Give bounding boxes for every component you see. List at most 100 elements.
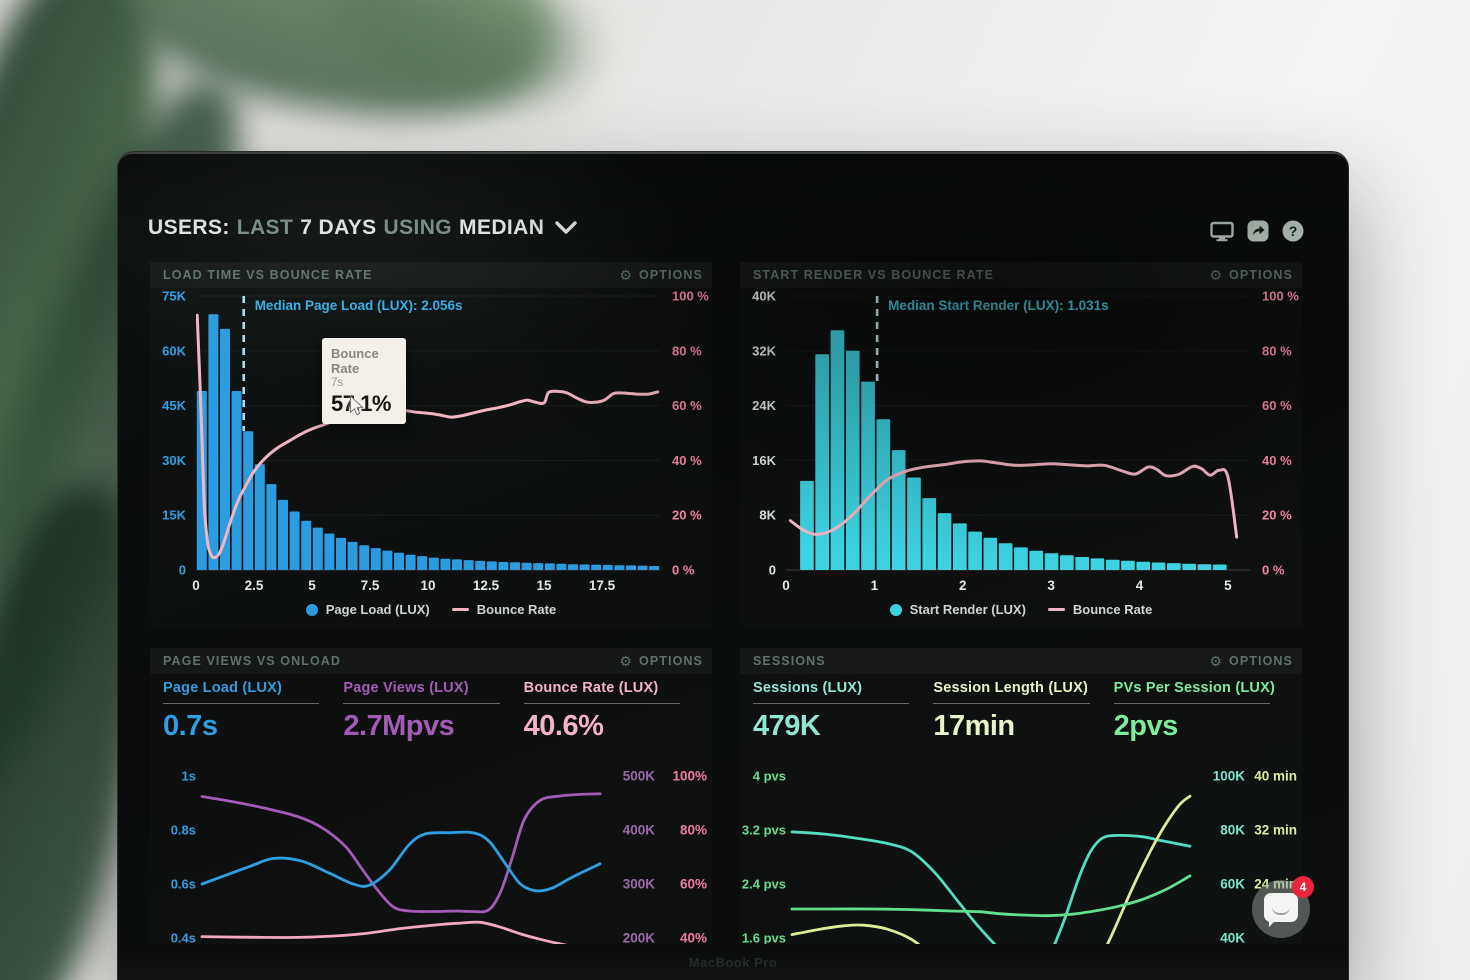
svg-text:20 %: 20 % [672,508,702,523]
metric-session-length: Session Length (LUX) 17min [933,680,1090,742]
load-time-chart[interactable]: 75K 60K 45K 30K 15K 0 100 % 80 % 60 % 40 % 20 % 0 %… [150,288,712,600]
svg-text:2.5: 2.5 [245,578,264,593]
gear-icon: ⚙ [1209,653,1224,669]
chevron-down-icon[interactable] [555,221,577,235]
legend-page-load: Page Load (LUX) [305,602,430,617]
panel-page-views-vs-onload: PAGE VIEWS VS ONLOAD ⚙ OPTIONS Page Load… [150,648,712,970]
mouse-cursor-icon [349,396,364,416]
svg-text:60 %: 60 % [672,398,702,413]
svg-text:0.4s: 0.4s [171,931,196,946]
header-users: USERS: [148,216,230,239]
gear-icon: ⚙ [619,267,634,283]
panel-load-time-vs-bounce-rate: LOAD TIME VS BOUNCE RATE ⚙ OPTIONS 75K 60… [150,262,712,627]
svg-text:16K: 16K [752,453,776,468]
chat-widget-button[interactable]: 4 [1252,876,1314,938]
svg-text:4: 4 [1136,578,1144,593]
svg-text:Median Start Render (LUX): 1.0: Median Start Render (LUX): 1.031s [888,298,1109,313]
gear-icon: ⚙ [619,653,634,669]
svg-text:300K: 300K [623,877,656,892]
svg-text:500K: 500K [623,769,656,784]
svg-text:100%: 100% [672,769,707,784]
dashboard-title-dropdown[interactable]: USERS: LAST 7 DAYS USING MEDIAN [148,216,577,240]
header-days: 7 DAYS [300,216,377,239]
chat-unread-badge: 4 [1292,876,1314,898]
options-button[interactable]: ⚙ OPTIONS [1209,653,1293,669]
svg-text:8K: 8K [759,508,776,523]
svg-text:60 %: 60 % [1262,398,1292,413]
header-using: USING [383,216,453,239]
svg-text:60K: 60K [162,343,186,358]
svg-text:32 min: 32 min [1254,823,1297,838]
options-button[interactable]: ⚙ OPTIONS [619,653,703,669]
svg-text:24K: 24K [752,398,776,413]
metric-page-views: Page Views (LUX) 2.7Mpvs [343,680,523,743]
svg-text:0 %: 0 % [672,563,695,578]
svg-text:40 %: 40 % [1262,453,1292,468]
svg-text:40 min: 40 min [1254,769,1297,784]
metric-sessions: Sessions (LUX) 479K [753,680,933,743]
options-button[interactable]: ⚙ OPTIONS [1209,267,1293,283]
laptop-brand-label: MacBook Pro [688,954,778,970]
legend-start-render: Start Render (LUX) [889,602,1026,617]
svg-text:75K: 75K [162,289,186,304]
chat-bubble-icon [1264,893,1298,927]
svg-text:20 %: 20 % [1262,508,1292,523]
chart-tooltip: Bounce Rate 7s 57.1% [322,338,406,424]
svg-text:0 %: 0 % [1262,563,1285,578]
start-render-chart[interactable]: 40K 32K 24K 16K 8K 0 100 % 80 % 60 % 40 % 20 % 0 % 0… [740,288,1302,600]
svg-text:0: 0 [192,578,200,593]
svg-text:30K: 30K [162,453,186,468]
svg-text:12.5: 12.5 [473,578,500,593]
panel-start-render-vs-bounce-rate: START RENDER VS BOUNCE RATE ⚙ OPTIONS 40… [740,262,1302,627]
dashboard-screen: USERS: LAST 7 DAYS USING MEDIAN [118,154,1348,980]
svg-text:10: 10 [420,578,435,593]
sessions-chart[interactable]: 4 pvs 100K 40 min 3.2 pvs 80K 32 min 2.4 pvs 60… [740,764,1302,970]
svg-text:100K: 100K [1213,769,1246,784]
panel-title: PAGE VIEWS VS ONLOAD [163,654,342,668]
svg-text:100 %: 100 % [1262,289,1299,304]
legend-line [1047,608,1065,611]
header-last: LAST [236,216,294,239]
svg-text:80%: 80% [680,823,707,838]
svg-text:0.6s: 0.6s [171,877,196,892]
metric-pvs-per-session: PVs Per Session (LUX) 2pvs [1113,680,1275,742]
svg-text:0: 0 [782,578,790,593]
laptop-bezel: MacBook Pro [118,944,1348,980]
svg-text:40 %: 40 % [672,453,702,468]
svg-text:200K: 200K [623,931,656,946]
display-icon[interactable] [1210,221,1234,242]
gear-icon: ⚙ [1209,267,1224,283]
svg-text:100 %: 100 % [672,289,709,304]
svg-text:80 %: 80 % [672,343,702,358]
svg-text:15: 15 [536,578,552,593]
svg-text:40%: 40% [680,931,707,946]
svg-text:3.2 pvs: 3.2 pvs [742,823,786,838]
options-button[interactable]: ⚙ OPTIONS [619,267,703,283]
legend-bounce-rate: Bounce Rate [451,602,556,617]
panel-sessions: SESSIONS ⚙ OPTIONS Sessions (LUX) 479K S… [740,648,1302,970]
legend-line [451,608,469,611]
svg-text:17.5: 17.5 [589,578,616,593]
svg-text:60%: 60% [680,877,707,892]
svg-text:400K: 400K [623,823,656,838]
svg-text:45K: 45K [162,398,186,413]
svg-text:0.8s: 0.8s [171,823,196,838]
panel-title: LOAD TIME VS BOUNCE RATE [163,268,373,282]
svg-text:1.6 pvs: 1.6 pvs [742,931,786,946]
svg-text:32K: 32K [752,343,776,358]
svg-text:1: 1 [871,578,879,593]
svg-text:1s: 1s [182,769,196,784]
page-views-onload-chart[interactable]: 1s 500K 100% 0.8s 400K 80% 0.6s 300K 60% 0.4s 200K… [150,764,712,970]
share-icon[interactable] [1247,220,1269,242]
svg-text:80 %: 80 % [1262,343,1292,358]
svg-text:0: 0 [769,563,776,578]
svg-text:40K: 40K [752,289,776,304]
svg-text:4 pvs: 4 pvs [753,769,786,784]
svg-text:40K: 40K [1220,931,1245,946]
svg-text:2: 2 [959,578,967,593]
svg-text:?: ? [1289,223,1298,239]
help-icon[interactable]: ? [1282,220,1304,242]
svg-text:5: 5 [1224,578,1232,593]
svg-text:0: 0 [179,563,186,578]
